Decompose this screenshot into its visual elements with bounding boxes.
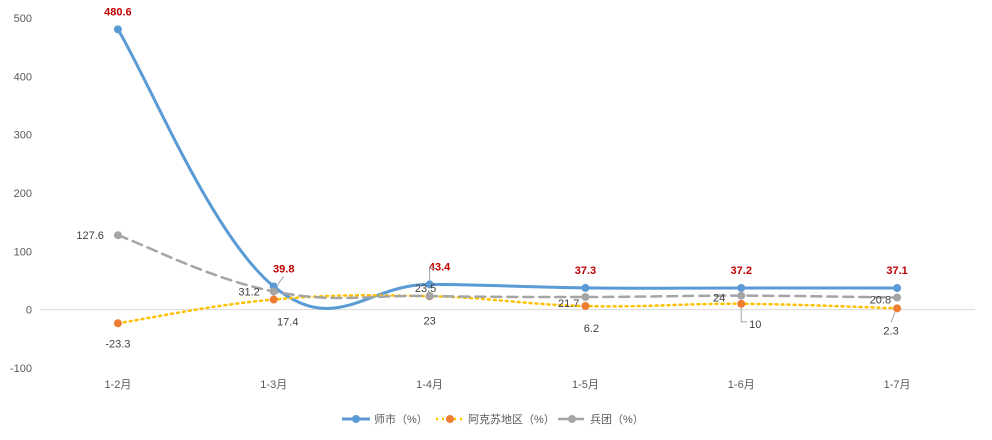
data-point-2 — [737, 291, 746, 300]
data-label: 31.2 — [238, 286, 259, 298]
x-tick-label: 1-6月 — [728, 379, 755, 391]
y-tick-label: 100 — [14, 246, 32, 258]
x-tick-label: 1-5月 — [572, 379, 599, 391]
y-tick-label: 300 — [14, 130, 32, 142]
data-label: 43.4 — [429, 261, 451, 273]
legend-swatch-marker — [446, 415, 454, 423]
x-tick-label: 1-3月 — [260, 379, 287, 391]
leader-line — [277, 276, 285, 285]
data-label: 480.6 — [104, 6, 132, 18]
y-tick-label: 500 — [14, 13, 32, 25]
data-label: -23.3 — [105, 338, 130, 350]
data-label: 24 — [713, 293, 725, 305]
data-point-0 — [425, 280, 434, 289]
series-line-2 — [116, 233, 899, 300]
x-tick-label: 1-2月 — [104, 379, 131, 391]
data-label: 39.8 — [273, 263, 294, 275]
data-point-0 — [113, 25, 122, 34]
y-tick-label: 0 — [26, 305, 32, 317]
y-tick-label: 400 — [14, 71, 32, 83]
data-point-0 — [737, 283, 746, 292]
leader-line — [429, 267, 436, 281]
data-point-2 — [893, 293, 902, 302]
data-labels: 480.6 39.8 43.4 37.3 37.2 37.1 -23.3 17.4 23 6.2 1… — [76, 6, 907, 350]
data-label: 21.7 — [558, 298, 579, 310]
series-layer — [113, 25, 902, 328]
data-label: 37.3 — [575, 265, 596, 277]
data-point-2 — [269, 287, 278, 296]
data-point-2 — [425, 291, 434, 300]
data-label: 20.8 — [870, 295, 891, 307]
legend-label: 阿克苏地区（%） — [468, 413, 555, 426]
y-tick-label: -100 — [10, 363, 32, 375]
data-label: 10 — [749, 319, 761, 331]
data-label: 37.1 — [886, 265, 907, 277]
data-point-1 — [737, 299, 746, 308]
data-point-2 — [113, 231, 122, 240]
data-point-1 — [113, 319, 122, 328]
data-point-0 — [581, 283, 590, 292]
data-label: 37.2 — [731, 265, 752, 277]
leader-line — [890, 312, 896, 323]
data-label: 2.3 — [883, 325, 898, 337]
data-point-1 — [269, 295, 278, 304]
y-tick-label: 200 — [14, 188, 32, 200]
x-tick-label: 1-7月 — [884, 379, 911, 391]
data-point-0 — [893, 284, 902, 293]
data-point-1 — [581, 302, 590, 311]
leader-line — [740, 307, 748, 323]
data-label: 127.6 — [76, 230, 104, 242]
legend-swatch-marker — [352, 415, 360, 423]
axes: -100 0 100 200 300 400 500 1-2月 1-3月 1-4月 1-5月 1-6月… — [10, 13, 975, 391]
legend-label: 兵团（%） — [590, 413, 644, 426]
series-line-1 — [116, 294, 899, 325]
data-point-1 — [893, 304, 902, 313]
data-point-2 — [581, 293, 590, 302]
x-tick-label: 1-4月 — [416, 379, 443, 391]
data-label: 17.4 — [277, 317, 298, 329]
data-label: 6.2 — [584, 323, 599, 335]
legend: 师市（%） 阿克苏地区（%） 兵团（%） — [342, 412, 644, 426]
series-line-0 — [116, 27, 899, 311]
legend-label: 师市（%） — [374, 412, 428, 426]
legend-swatch-marker — [568, 415, 576, 423]
data-label: 23 — [423, 315, 435, 327]
data-label: 23.5 — [415, 283, 436, 295]
